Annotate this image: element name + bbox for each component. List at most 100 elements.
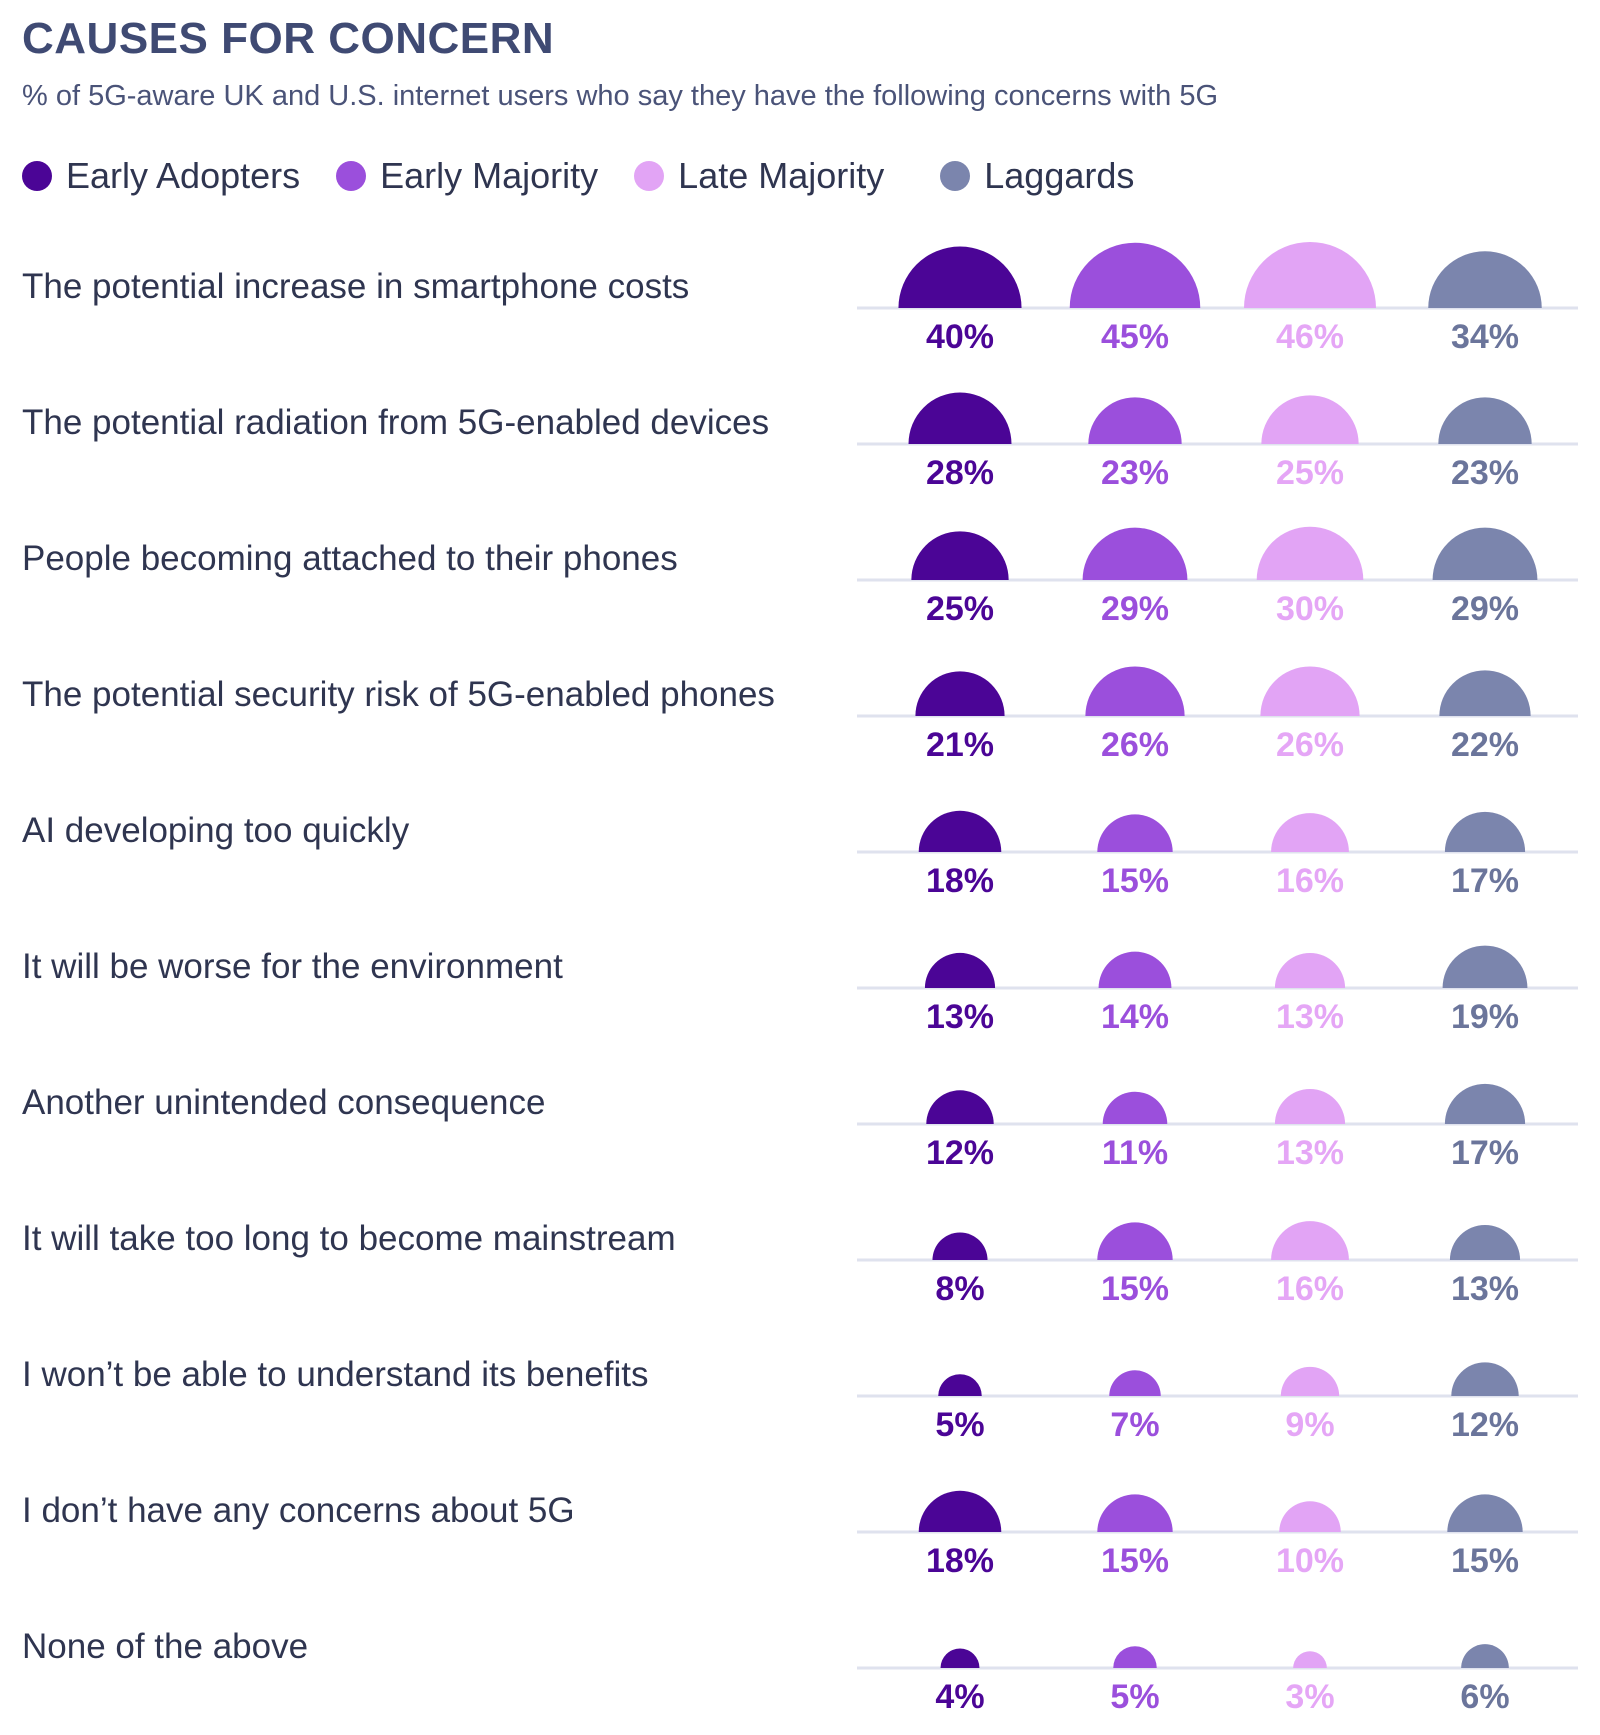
value-label: 4%: [935, 1678, 984, 1716]
row-label: People becoming attached to their phones: [22, 539, 678, 578]
value-label: 23%: [1101, 454, 1169, 492]
value-label: 23%: [1451, 454, 1519, 492]
value-label: 8%: [935, 1270, 984, 1308]
value-label: 34%: [1451, 318, 1519, 356]
value-label: 15%: [1101, 1542, 1169, 1580]
value-label: 17%: [1451, 1134, 1519, 1172]
legend: Early Adopters Early Majority Late Major…: [22, 155, 1134, 197]
semicircle-mark: [1069, 242, 1201, 308]
semicircle-mark: [915, 671, 1005, 716]
semicircle-mark: [1279, 1501, 1341, 1532]
semicircle-mark: [1271, 1221, 1349, 1260]
semicircle-mark: [1261, 395, 1359, 444]
semicircle-mark: [1444, 811, 1526, 852]
value-label: 45%: [1101, 318, 1169, 356]
value-label: 3%: [1285, 1678, 1334, 1716]
semicircle-mark: [918, 1490, 1002, 1532]
value-label: 29%: [1101, 590, 1169, 628]
legend-swatch-early-adopters: [22, 161, 52, 191]
value-label: 13%: [1451, 1270, 1519, 1308]
value-label: 12%: [1451, 1406, 1519, 1444]
semicircle-mark: [898, 246, 1022, 308]
value-label: 15%: [1101, 1270, 1169, 1308]
semicircle-mark: [1271, 813, 1349, 852]
semicircle-mark: [932, 1232, 988, 1260]
semicircle-mark: [1449, 1224, 1521, 1260]
value-label: 6%: [1460, 1678, 1509, 1716]
row-label: The potential increase in smartphone cos…: [22, 267, 689, 306]
semicircle-mark: [918, 810, 1002, 852]
legend-item-early-majority: Early Majority: [336, 155, 598, 197]
value-label: 13%: [1276, 1134, 1344, 1172]
row-label: The potential security risk of 5G-enable…: [22, 675, 775, 714]
value-label: 5%: [1110, 1678, 1159, 1716]
legend-label-late-majority: Late Majority: [678, 155, 885, 196]
semicircle-mark: [1085, 666, 1185, 716]
semicircle-mark: [1293, 1651, 1327, 1668]
value-label: 22%: [1451, 726, 1519, 764]
chart-title: CAUSES FOR CONCERN: [22, 14, 555, 63]
semicircle-mark: [1109, 1370, 1161, 1396]
value-label: 5%: [935, 1406, 984, 1444]
value-label: 10%: [1276, 1542, 1344, 1580]
value-label: 21%: [926, 726, 994, 764]
semicircle-mark: [911, 531, 1009, 580]
value-label: 15%: [1451, 1542, 1519, 1580]
semicircle-mark: [1102, 1091, 1168, 1124]
semicircle-mark: [1428, 251, 1542, 308]
semicircle-mark: [1260, 666, 1360, 716]
value-label: 40%: [926, 318, 994, 356]
semicircle-mark: [1444, 1083, 1526, 1124]
legend-swatch-early-majority: [336, 161, 367, 191]
semicircle-mark: [1274, 1088, 1346, 1124]
semicircle-mark: [1461, 1644, 1509, 1668]
row-label: It will take too long to become mainstre…: [22, 1219, 676, 1258]
semicircle-mark: [1256, 526, 1364, 580]
value-label: 19%: [1451, 998, 1519, 1036]
legend-item-laggards: Laggards: [940, 155, 1134, 197]
legend-item-late-majority: Late Majority: [634, 155, 884, 197]
semicircle-mark: [1097, 1494, 1173, 1532]
semicircle-mark: [940, 1648, 980, 1668]
legend-label-laggards: Laggards: [984, 155, 1135, 196]
semicircle-mark: [938, 1374, 982, 1396]
semicircle-mark: [1274, 952, 1346, 988]
row-label: I won’t be able to understand its benefi…: [22, 1355, 649, 1394]
value-label: 28%: [926, 454, 994, 492]
semicircle-mark: [926, 1090, 994, 1124]
value-label: 30%: [1276, 590, 1344, 628]
chart-subtitle: % of 5G-aware UK and U.S. internet users…: [22, 80, 1219, 112]
value-label: 18%: [926, 862, 994, 900]
semicircle-mark: [1439, 670, 1531, 716]
value-label: 25%: [926, 590, 994, 628]
value-label: 9%: [1285, 1406, 1334, 1444]
semicircle-mark: [1280, 1366, 1340, 1396]
legend-label-early-majority: Early Majority: [380, 155, 599, 196]
row-label: AI developing too quickly: [22, 811, 410, 850]
value-label: 15%: [1101, 862, 1169, 900]
semicircle-mark: [1088, 397, 1182, 444]
value-label: 17%: [1451, 862, 1519, 900]
semicircle-mark: [1082, 527, 1188, 580]
value-label: 46%: [1276, 318, 1344, 356]
legend-swatch-laggards: [940, 161, 971, 191]
row-label: I don’t have any concerns about 5G: [22, 1491, 575, 1530]
semicircle-mark: [1098, 951, 1172, 988]
row-label: None of the above: [22, 1627, 308, 1666]
value-label: 29%: [1451, 590, 1519, 628]
semicircle-mark: [924, 952, 996, 988]
semicircle-mark: [1244, 242, 1376, 308]
semicircle-mark: [908, 392, 1012, 444]
value-label: 14%: [1101, 998, 1169, 1036]
value-label: 25%: [1276, 454, 1344, 492]
value-label: 13%: [1276, 998, 1344, 1036]
row-label: The potential radiation from 5G-enabled …: [22, 403, 769, 442]
value-label: 18%: [926, 1542, 994, 1580]
value-label: 13%: [926, 998, 994, 1036]
value-label: 16%: [1276, 862, 1344, 900]
value-label: 26%: [1101, 726, 1169, 764]
semicircle-mark: [1451, 1362, 1519, 1396]
row-label: Another unintended consequence: [22, 1083, 545, 1122]
value-label: 26%: [1276, 726, 1344, 764]
semicircle-mark: [1442, 945, 1528, 988]
